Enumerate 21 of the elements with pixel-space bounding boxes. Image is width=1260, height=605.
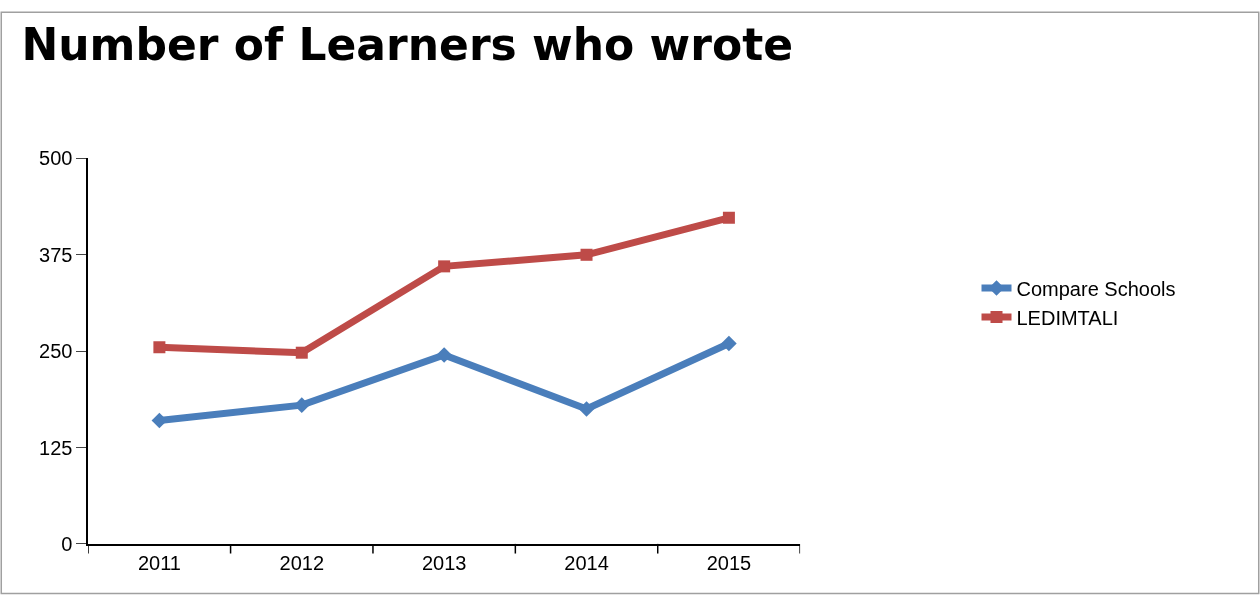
y-tick-label: 375 [39,243,73,266]
x-tick-label: 2011 [137,551,181,574]
point [580,248,593,261]
y-tick-label: 125 [39,436,73,459]
x-tick-label: 2012 [279,551,325,574]
legend-label: LEDIMTALI [1016,306,1119,329]
y-tick-label: 250 [39,340,73,363]
point [438,260,451,273]
point [436,347,452,363]
chart-title: Number of Learners who wrote [21,19,794,71]
point [295,346,308,359]
point [153,341,166,354]
legend-label: Compare Schools [1016,277,1176,300]
point [722,211,735,224]
y-tick-label: 0 [61,532,73,555]
x-tick-label: 2014 [564,551,609,574]
x-tick-label: 2015 [706,551,752,574]
point [721,335,737,352]
point [578,401,595,417]
x-tick-label: 2013 [421,551,467,574]
y-tick-label: 500 [39,147,73,170]
